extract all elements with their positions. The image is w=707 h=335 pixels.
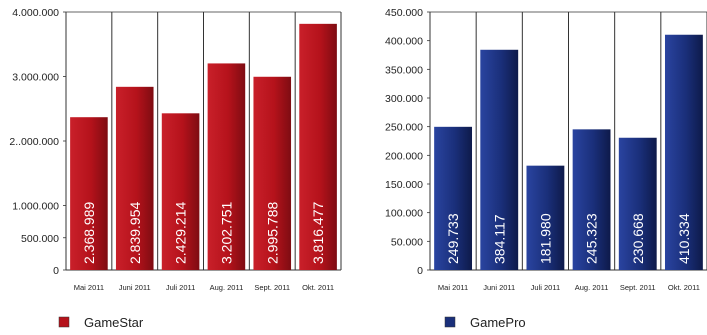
gamestar-data-label: 3.816.477 — [310, 202, 326, 264]
gamepro-y-tick-label: 350.000 — [385, 64, 423, 76]
gamestar-legend-label: GameStar — [84, 315, 144, 330]
gamepro-data-label: 230.668 — [630, 213, 646, 264]
gamepro-legend-swatch — [444, 316, 456, 328]
gamepro-category-label: Juli 2011 — [531, 283, 560, 292]
gamepro-data-label: 410.334 — [676, 213, 692, 264]
gamestar-bar — [253, 76, 292, 271]
gamestar-y-tick-label: 3.000.000 — [12, 72, 59, 84]
gamepro-category-label: Aug. 2011 — [575, 283, 609, 292]
gamestar-category-label: Mai 2011 — [74, 283, 104, 292]
gamepro-y-tick-label: 150.000 — [385, 179, 423, 191]
gamepro-y-tick-label: 200.000 — [385, 150, 423, 162]
gamepro-y-tick-label: 250.000 — [385, 122, 423, 134]
gamepro-chart: 0 50.000 100.000 150.000 200.000 250.000 300.0… — [385, 7, 707, 330]
gamepro-data-label: 384.117 — [491, 214, 507, 264]
gamestar-data-label: 2.429.214 — [173, 202, 189, 264]
gamestar-y-tick-label: 0 — [53, 265, 59, 277]
gamepro-y-tick-label: 0 — [417, 265, 423, 277]
gamestar-data-label: 2.839.954 — [127, 202, 143, 264]
gamepro-bar — [526, 165, 565, 270]
gamestar-y-tick-label: 1.000.000 — [12, 201, 59, 213]
gamepro-category-label: Mai 2011 — [438, 283, 468, 292]
gamepro-y-tick-label: 450.000 — [385, 7, 423, 19]
gamestar-category-label: Sept. 2011 — [254, 283, 290, 292]
gamestar-data-label: 2.995.788 — [264, 202, 280, 264]
gamepro-category-label: Okt. 2011 — [668, 283, 700, 292]
gamestar-y-tick-label: 500.000 — [21, 233, 59, 245]
gamestar-legend-swatch — [58, 316, 70, 328]
gamestar-data-label: 3.202.751 — [218, 202, 234, 264]
gamepro-y-tick-label: 50.000 — [391, 236, 423, 248]
gamestar-data-label: 2.368.989 — [81, 202, 97, 264]
gamestar-bar — [70, 117, 108, 270]
gamestar-chart: 0 500.000 1.000.000 2..000.000 3.000.000 4.00… — [9, 7, 342, 330]
gamepro-bar — [480, 49, 519, 270]
gamestar-bar — [299, 23, 337, 270]
gamepro-category-label: Sept. 2011 — [620, 283, 656, 292]
gamestar-bar — [115, 86, 154, 270]
gamestar-bar — [207, 63, 246, 270]
gamepro-bar — [572, 129, 611, 270]
gamestar-y-tick-label: 4.000.000 — [12, 7, 59, 19]
gamepro-category-label: Juni 2011 — [483, 283, 515, 292]
gamepro-bar — [434, 126, 473, 270]
gamestar-category-label: Juni 2011 — [119, 283, 151, 292]
gamestar-category-label: Juli 2011 — [166, 283, 195, 292]
gamepro-bar — [618, 137, 657, 270]
gamepro-y-tick-label: 100.000 — [385, 208, 423, 220]
gamestar-category-label: Aug. 2011 — [210, 283, 244, 292]
gamepro-y-tick-label: 400.000 — [385, 36, 423, 48]
gamestar-category-label: Okt. 2011 — [302, 283, 334, 292]
gamestar-y-tick-label: 2..000.000 — [9, 136, 59, 148]
gamepro-legend-label: GamePro — [470, 315, 526, 330]
gamepro-data-label: 249.733 — [445, 213, 461, 264]
gamepro-data-label: 245.323 — [584, 213, 600, 264]
gamepro-y-tick-label: 300.000 — [385, 93, 423, 105]
gamepro-data-label: 181.980 — [537, 213, 553, 264]
gamepro-bar — [664, 34, 703, 271]
gamestar-bar — [161, 113, 200, 270]
